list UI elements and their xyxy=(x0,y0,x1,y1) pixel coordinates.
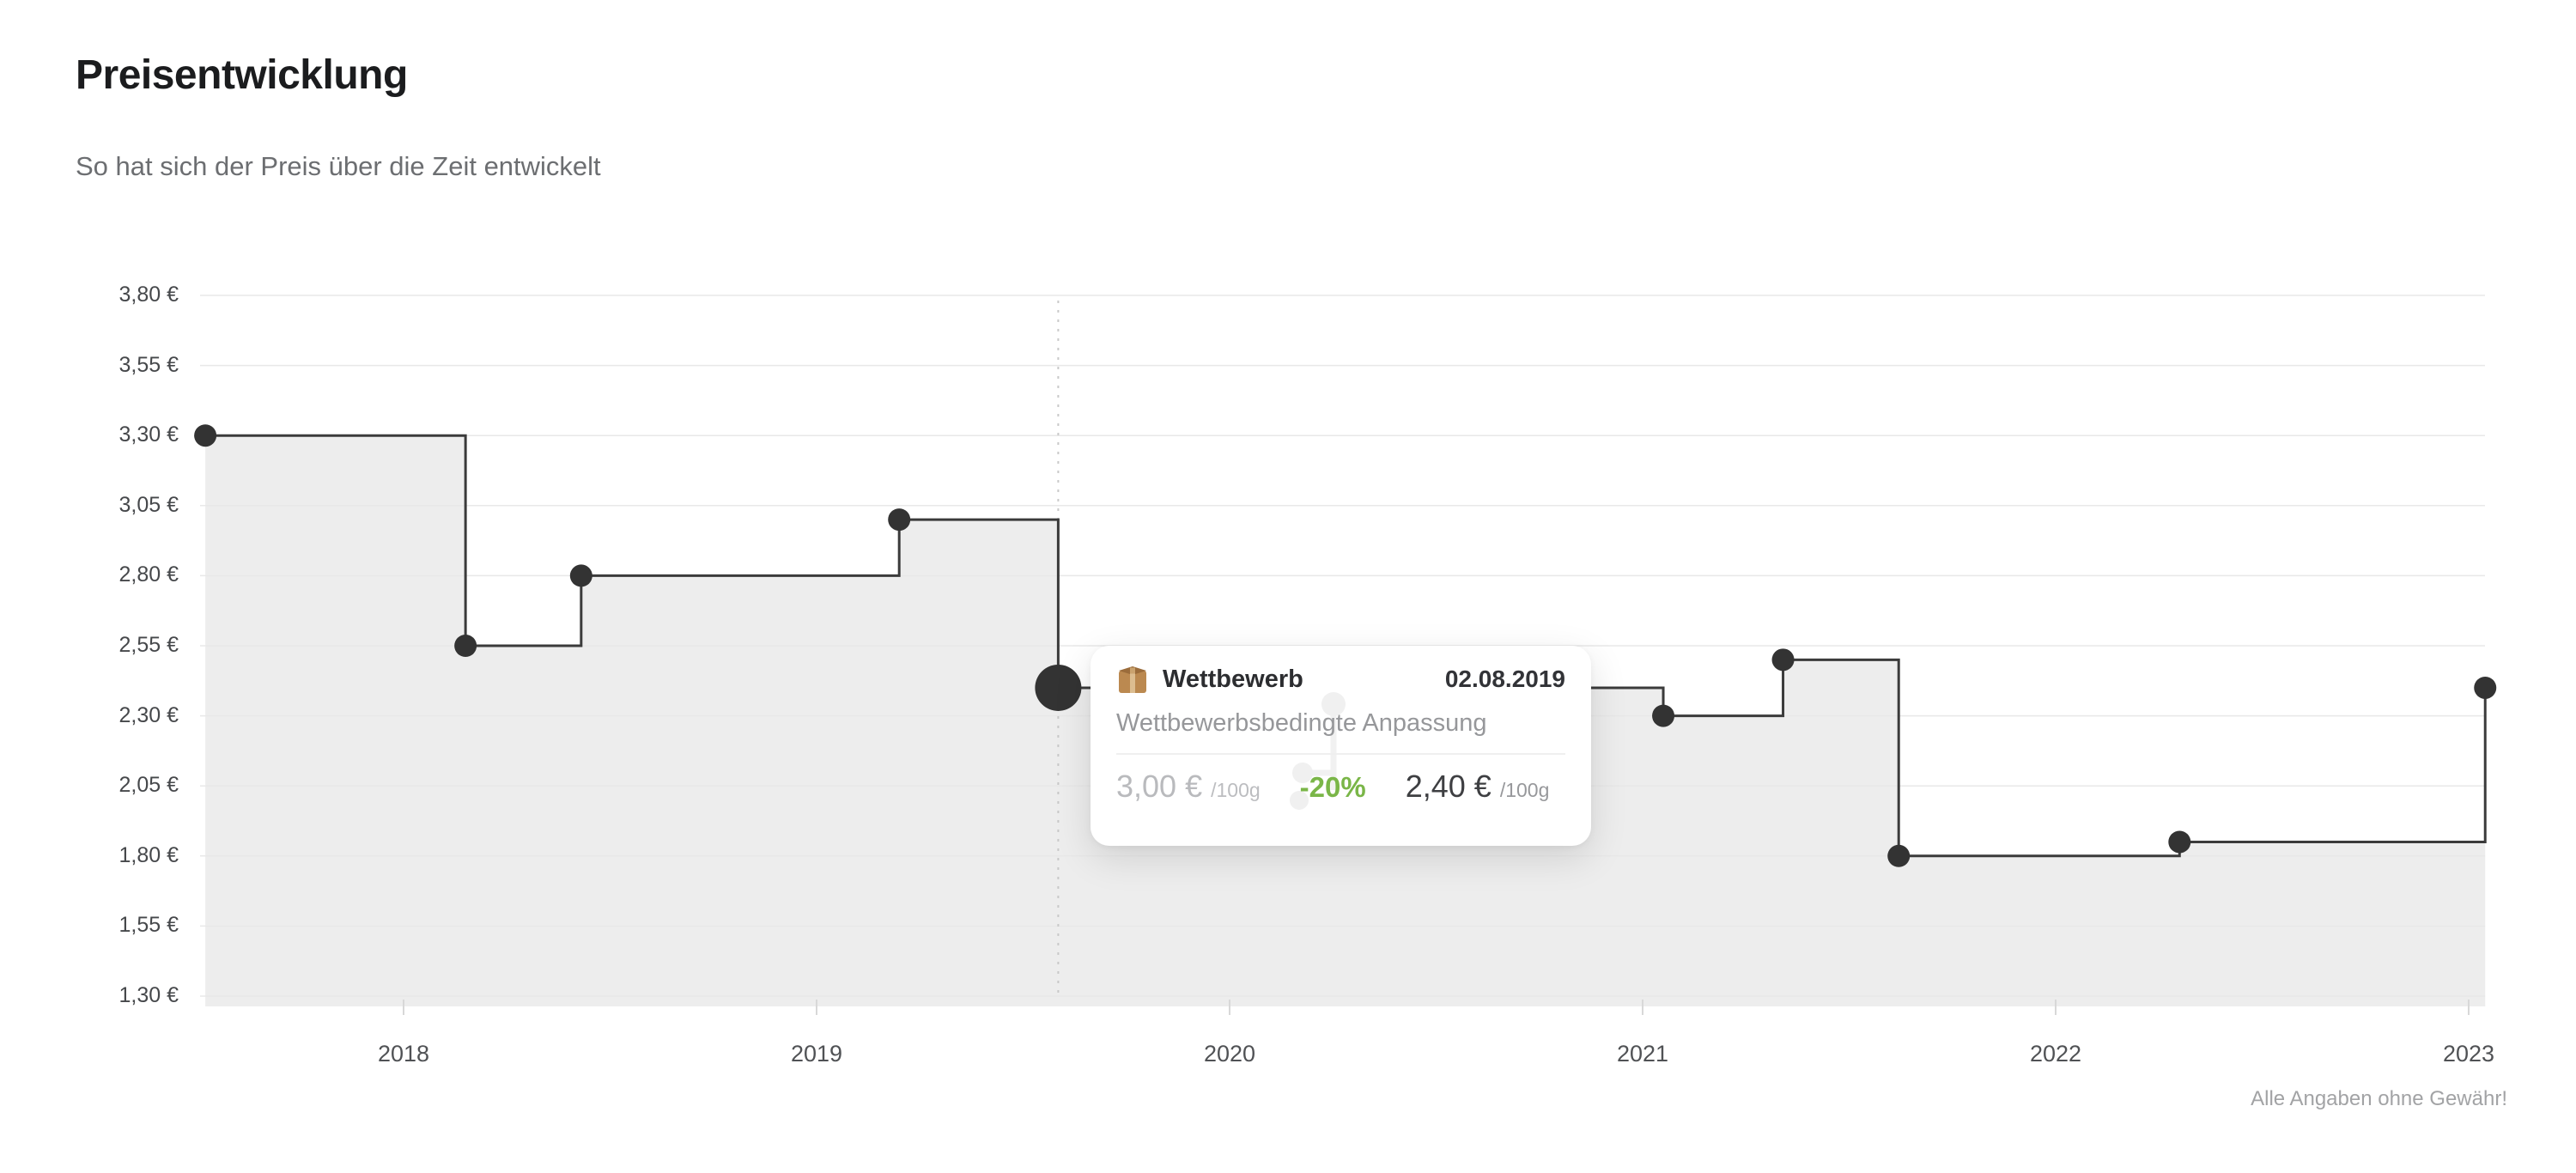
new-price-unit: /100g xyxy=(1499,779,1550,801)
price-point-dot[interactable] xyxy=(888,508,911,532)
active-price-point-dot[interactable] xyxy=(1035,664,1082,711)
price-point-dot[interactable] xyxy=(1652,704,1675,727)
x-axis-label: 2022 xyxy=(2029,1041,2082,1067)
event-description: Wettbewerbsbedingte Anpassung xyxy=(1116,709,1487,737)
y-axis-label: 2,80 € xyxy=(118,562,179,587)
price-step-line xyxy=(205,434,2487,858)
new-price: 2,40 € /100g xyxy=(1405,769,1550,804)
event-date: 02.08.2019 xyxy=(1444,666,1565,692)
page-subtitle: So hat sich der Preis über die Zeit entw… xyxy=(76,151,601,181)
old-price: 3,00 € /100g xyxy=(1116,769,1261,804)
tooltip-divider xyxy=(1116,753,1565,755)
event-type: Wettbewerb xyxy=(1163,665,1303,693)
page-title: Preisentwicklung xyxy=(76,52,408,98)
y-axis-label: 1,55 € xyxy=(118,913,179,938)
y-axis-label: 3,05 € xyxy=(118,492,179,517)
package-icon xyxy=(1116,663,1149,696)
price-point-dot[interactable] xyxy=(569,564,592,587)
x-axis-label: 2023 xyxy=(2442,1041,2495,1067)
price-point-dot[interactable] xyxy=(454,635,477,657)
tooltip-header: Wettbewerb 02.08.2019 xyxy=(1116,663,1565,696)
y-axis-label: 3,80 € xyxy=(118,283,179,307)
price-point-dot[interactable] xyxy=(194,424,217,447)
price-change-row: 3,00 € /100g -20% 2,40 € /100g xyxy=(1116,769,1565,805)
x-axis-label: 2018 xyxy=(377,1041,430,1067)
x-axis-label: 2020 xyxy=(1203,1041,1256,1067)
x-axis-label: 2019 xyxy=(790,1041,843,1067)
y-axis-label: 3,55 € xyxy=(118,352,179,377)
x-axis-label: 2021 xyxy=(1616,1041,1669,1067)
price-point-dot[interactable] xyxy=(2474,676,2497,699)
percent-change-badge: -20% xyxy=(1299,771,1366,803)
price-point-dot[interactable] xyxy=(1887,844,1911,867)
y-axis-label: 1,30 € xyxy=(118,983,179,1007)
price-event-tooltip: Wettbewerb 02.08.2019 Wettbewerbsbedingt… xyxy=(1091,646,1591,846)
y-axis-label: 3,30 € xyxy=(118,422,179,447)
disclaimer: Alle Angaben ohne Gewähr! xyxy=(2251,1087,2507,1110)
watermark-chart-glyph xyxy=(1290,692,1346,810)
y-axis-label: 2,30 € xyxy=(118,702,179,727)
price-point-dot[interactable] xyxy=(2168,830,2191,854)
price-point-dot[interactable] xyxy=(1771,648,1795,672)
y-axis-label: 2,55 € xyxy=(118,633,179,657)
old-price-unit: /100g xyxy=(1211,779,1261,801)
y-axis-label: 1,80 € xyxy=(118,842,179,867)
y-axis-label: 2,05 € xyxy=(118,773,179,798)
